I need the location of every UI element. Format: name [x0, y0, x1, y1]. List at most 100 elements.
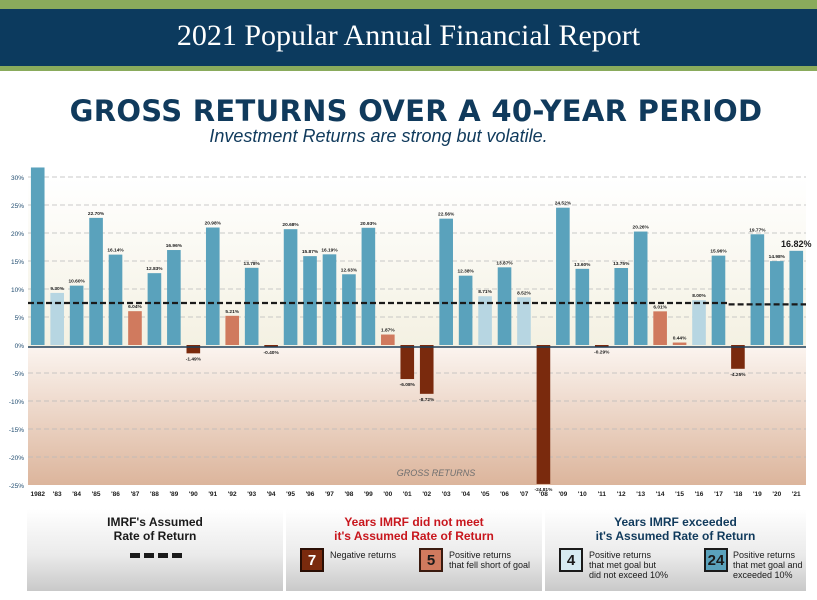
y-axis-ticks: -25% -20% -15% -10% -5% 0% 5% 10% 15% 20% 25% 30% [9, 175, 24, 490]
x-tick-label: '18 [734, 491, 743, 498]
bar [711, 255, 726, 345]
bar [439, 218, 453, 345]
legend-assumed-title: IMRF's Assumed Rate of Return [107, 515, 203, 543]
value-labels: 31.70% 9.30% 10.60% 22.70% 16.14% 6.04% 12.83%… [30, 165, 812, 493]
bar [128, 311, 142, 345]
bar [108, 254, 123, 345]
y-tick-label: 15% [11, 259, 24, 266]
value-label: 8.00% [692, 293, 706, 299]
bar [497, 267, 512, 345]
x-tick-label: '01 [403, 491, 412, 498]
bar [69, 285, 84, 345]
bar [225, 315, 240, 345]
bars [30, 167, 804, 484]
legend-met-label: Positive returns that met goal but did n… [589, 550, 669, 580]
negative-background [28, 347, 806, 485]
report-title: 2021 Popular Annual Financial Report [176, 19, 641, 52]
bar [517, 297, 531, 345]
y-tick-label: 20% [11, 231, 24, 238]
bar [186, 345, 201, 354]
value-label: -8.72% [419, 397, 435, 403]
x-tick-label: '03 [442, 491, 451, 498]
x-tick-label: '21 [792, 491, 801, 498]
y-tick-label: -20% [9, 455, 24, 462]
x-tick-label: '19 [753, 491, 762, 498]
value-label: 6.01% [653, 304, 667, 310]
y-tick-label: 30% [11, 175, 24, 182]
chart-subheading: Investment Returns are strong but volati… [209, 126, 548, 146]
value-label: -6.08% [400, 382, 416, 388]
bar [614, 268, 629, 345]
value-label: 22.70% [88, 211, 105, 217]
bar [322, 254, 337, 345]
value-label: 19.77% [749, 227, 766, 233]
legend-not-met-title: Years IMRF did not meet it's Assumed Rat… [334, 515, 494, 543]
gross-returns-chart: -25% -20% -15% -10% -5% 0% 5% 10% 15% 20% 25% 30% 3… [9, 165, 812, 498]
value-label: 8.52% [517, 290, 531, 296]
x-tick-label: '13 [636, 491, 645, 498]
value-label: 22.56% [438, 212, 455, 218]
x-tick-label: '05 [481, 491, 490, 498]
legend-met-swatch: 4 [559, 548, 583, 572]
x-axis-labels: 1982 '83 '84 '85 '86 '87 '88 '89 '90 '91 '92 '93 '94… [30, 491, 801, 498]
value-label: 10.60% [68, 279, 85, 285]
chart-heading: GROSS RETURNS OVER A 40-YEAR PERIOD [69, 94, 763, 128]
positive-background [28, 177, 806, 347]
x-tick-label: '88 [150, 491, 159, 498]
legend-not-met-panel: Years IMRF did not meet it's Assumed Rat… [286, 509, 542, 591]
bar [536, 345, 551, 484]
legend-exceeded-panel: Years IMRF exceeded it's Assumed Rate of… [545, 509, 806, 591]
x-tick-label: '08 [539, 491, 548, 498]
value-label: 0.44% [673, 336, 687, 342]
x-tick-label: '09 [558, 491, 567, 498]
y-tick-label: -5% [12, 371, 24, 378]
y-tick-label: 0% [15, 343, 25, 350]
x-tick-label: '92 [228, 491, 237, 498]
legend: IMRF's Assumed Rate of Return Years IMRF… [27, 509, 806, 591]
value-label: 14.98% [769, 254, 786, 260]
bar [789, 250, 804, 345]
bar [205, 227, 220, 345]
top-accent-rule [0, 0, 817, 9]
x-tick-label: '17 [714, 491, 723, 498]
value-label: 24.52% [555, 201, 572, 207]
bar [458, 275, 473, 345]
value-label: 13.60% [574, 262, 591, 268]
value-label: 12.83% [146, 266, 163, 272]
value-label: 12.63% [341, 267, 358, 273]
legend-assumed-panel: IMRF's Assumed Rate of Return [27, 509, 283, 591]
bar [478, 296, 492, 345]
legend-exceed-label: Positive returns that met goal and excee… [733, 550, 803, 580]
bar [400, 345, 415, 380]
bar [653, 311, 667, 345]
bar [244, 267, 259, 345]
legend-exceed-swatch: 24 [704, 548, 728, 572]
value-label: 13.75% [613, 261, 630, 267]
bar [750, 234, 765, 345]
value-label: 16.14% [107, 248, 124, 254]
assumed-rate-line [28, 301, 806, 306]
value-label: 5.21% [225, 309, 239, 315]
x-tick-label: '10 [578, 491, 587, 498]
y-tick-label: -25% [9, 483, 24, 490]
bar [283, 229, 298, 345]
bar [361, 227, 376, 345]
value-label: -1.49% [186, 356, 202, 362]
value-label: 12.38% [457, 269, 474, 275]
x-tick-label: '94 [267, 491, 276, 498]
value-label: 20.98% [205, 221, 222, 227]
x-tick-label: 1982 [30, 491, 45, 498]
value-label: -24.81% [534, 487, 553, 493]
value-label: 31.70% [30, 165, 47, 166]
x-tick-label: '96 [306, 491, 315, 498]
y-tick-label: 25% [11, 203, 24, 210]
x-tick-label: '07 [520, 491, 529, 498]
value-label: 8.71% [478, 289, 492, 295]
x-tick-label: '93 [247, 491, 256, 498]
value-label: -4.25% [730, 372, 746, 378]
value-label: -0.40% [264, 350, 280, 356]
bar [50, 292, 64, 345]
bar [264, 345, 278, 348]
value-label: 16.96% [166, 243, 183, 249]
legend-negative-label: Negative returns [330, 550, 397, 560]
